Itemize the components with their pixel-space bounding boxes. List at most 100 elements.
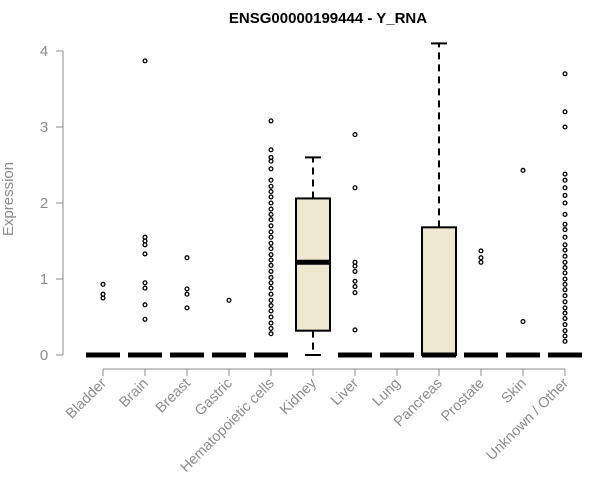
outlier-point: [268, 118, 274, 124]
outlier-point: [268, 229, 274, 235]
outlier-point: [268, 194, 274, 200]
outlier-point: [268, 325, 274, 331]
outlier-point: [100, 291, 106, 297]
outlier-point: [142, 251, 148, 257]
outlier-point: [562, 270, 568, 276]
outlier-point: [562, 315, 568, 322]
y-axis: 0 1 2 3 4: [40, 43, 64, 364]
x-tick-label: Lung: [370, 376, 404, 410]
box-hematopoietic-cells: [254, 118, 288, 358]
outlier-point: [562, 310, 568, 316]
x-tick-label: Kidney: [277, 375, 320, 418]
outlier-point: [478, 248, 484, 254]
outlier-point: [562, 242, 568, 248]
box-prostate: [464, 248, 498, 358]
outlier-point: [352, 259, 358, 265]
y-tick-label: 2: [40, 195, 48, 212]
outlier-point: [352, 327, 358, 333]
outlier-point: [142, 58, 148, 64]
box-unknown-other: [548, 71, 582, 358]
outlier-point: [100, 281, 106, 287]
box-bladder: [86, 281, 120, 358]
outlier-point: [268, 291, 274, 297]
box-brain: [128, 58, 162, 358]
y-tick-label: 3: [40, 119, 48, 136]
x-tick-label: Liver: [328, 375, 362, 409]
outlier-point: [520, 319, 526, 325]
outlier-point: [268, 211, 274, 217]
box-pancreas: [421, 42, 457, 358]
box-body: [421, 226, 457, 357]
outlier-point: [562, 328, 568, 334]
outlier-point: [268, 262, 274, 268]
outlier-point: [142, 285, 148, 291]
box-liver: [338, 132, 372, 358]
outlier-point: [562, 221, 568, 227]
outlier-point: [268, 147, 274, 153]
outlier-point: [562, 227, 568, 233]
outlier-point: [562, 338, 568, 344]
outlier-point: [268, 314, 274, 320]
outlier-point: [352, 278, 358, 284]
outlier-point: [562, 71, 568, 77]
outlier-point: [268, 274, 274, 281]
outlier-point: [268, 234, 274, 240]
outlier-point: [562, 287, 568, 293]
x-tick-label: Brain: [117, 376, 152, 411]
outlier-point: [184, 305, 190, 311]
outlier-point: [268, 297, 274, 303]
outlier-point: [352, 132, 358, 138]
y-axis-label: Expression: [0, 162, 17, 236]
x-tick-label: Prostate: [438, 376, 487, 425]
outlier-point: [268, 217, 274, 223]
outlier-point: [268, 154, 274, 160]
y-tick-label: 1: [40, 271, 48, 288]
y-tick-label: 4: [40, 43, 48, 60]
outlier-point: [562, 305, 568, 311]
outlier-point: [268, 206, 274, 212]
outlier-point: [184, 291, 190, 297]
outlier-point: [562, 185, 568, 191]
outlier-point: [562, 192, 568, 198]
outlier-point: [142, 316, 148, 322]
outlier-point: [268, 280, 274, 286]
outlier-point: [268, 200, 274, 206]
outlier-point: [352, 185, 358, 191]
box-breast: [170, 255, 204, 358]
outlier-point: [562, 299, 568, 305]
box-kidney: [295, 156, 331, 356]
outlier-point: [268, 268, 274, 274]
outlier-point: [478, 255, 484, 261]
outlier-point: [268, 252, 274, 258]
outlier-point: [268, 331, 274, 337]
outlier-point: [352, 290, 358, 296]
x-tick-label: Breast: [153, 376, 194, 417]
outlier-point: [352, 268, 358, 274]
outlier-point: [562, 333, 568, 339]
outlier-point: [562, 276, 568, 282]
outlier-point: [562, 281, 568, 287]
outlier-point: [562, 293, 568, 299]
outlier-point: [562, 177, 568, 183]
outlier-point: [268, 308, 274, 314]
outlier-point: [562, 109, 568, 115]
outlier-point: [142, 302, 148, 308]
box-skin: [506, 167, 540, 358]
outlier-point: [562, 211, 568, 217]
outlier-point: [268, 320, 274, 326]
outlier-point: [142, 234, 148, 240]
outlier-point: [268, 257, 274, 263]
outlier-point: [268, 223, 274, 229]
outlier-point: [562, 234, 568, 240]
outlier-point: [268, 189, 274, 195]
chart-title: ENSG00000199444 - Y_RNA: [229, 10, 427, 27]
outlier-point: [268, 303, 274, 309]
outlier-point: [352, 284, 358, 290]
outlier-point: [520, 167, 526, 173]
outlier-point: [562, 171, 568, 177]
outlier-point: [226, 297, 232, 303]
outlier-point: [562, 200, 568, 206]
outlier-point: [142, 280, 148, 286]
